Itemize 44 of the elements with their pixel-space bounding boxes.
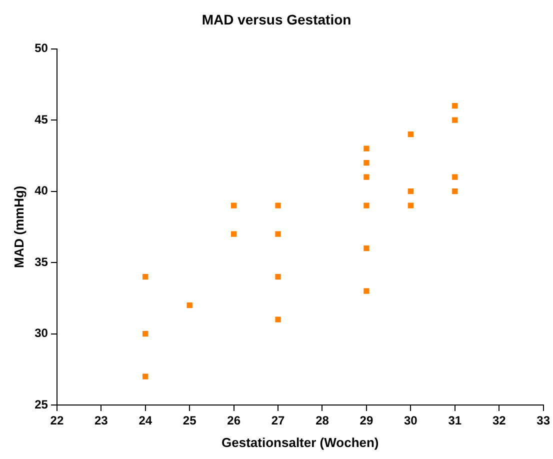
x-tick-label: 26 <box>227 414 241 428</box>
x-tick-label: 25 <box>182 414 197 428</box>
x-tick-label: 33 <box>536 414 550 428</box>
point <box>230 231 237 237</box>
x-tick-label: 29 <box>360 414 374 428</box>
point <box>186 302 192 308</box>
x-tick-label: 30 <box>404 414 418 428</box>
x-axis-title: Gestationsalter (Wochen) <box>222 434 379 450</box>
y-axis-title: MAD (mmHg) <box>11 186 26 268</box>
y-tick-label: 25 <box>34 397 48 412</box>
y-tick-label: 40 <box>34 184 48 198</box>
y-tick-label: 30 <box>34 326 48 340</box>
x-tick-label: 32 <box>492 414 506 428</box>
x-tick-label: 28 <box>316 414 330 428</box>
x-tick-label: 24 <box>138 414 152 428</box>
point <box>275 316 281 322</box>
x-tick-label: 22 <box>50 414 64 428</box>
x-tick-label: 31 <box>448 414 462 428</box>
point <box>230 202 237 208</box>
point <box>364 174 370 180</box>
point <box>275 231 281 237</box>
point <box>408 202 414 208</box>
point <box>364 160 370 166</box>
point <box>364 146 370 152</box>
point <box>142 330 148 337</box>
point <box>364 202 370 208</box>
x-tick-label: 23 <box>94 414 108 428</box>
point <box>275 274 281 280</box>
point <box>452 117 458 123</box>
point <box>364 288 370 294</box>
point <box>452 174 458 180</box>
point <box>275 202 281 208</box>
point <box>142 374 148 380</box>
point <box>408 131 414 138</box>
point <box>408 188 414 194</box>
point <box>364 245 370 252</box>
point <box>452 188 458 194</box>
point <box>452 102 458 109</box>
y-tick-label: 50 <box>34 41 48 56</box>
point <box>142 274 148 280</box>
y-tick-label: 45 <box>34 112 48 126</box>
chart-title: MAD versus Gestation <box>202 11 352 28</box>
x-tick-label: 27 <box>271 414 286 428</box>
y-tick-label: 35 <box>34 254 48 269</box>
